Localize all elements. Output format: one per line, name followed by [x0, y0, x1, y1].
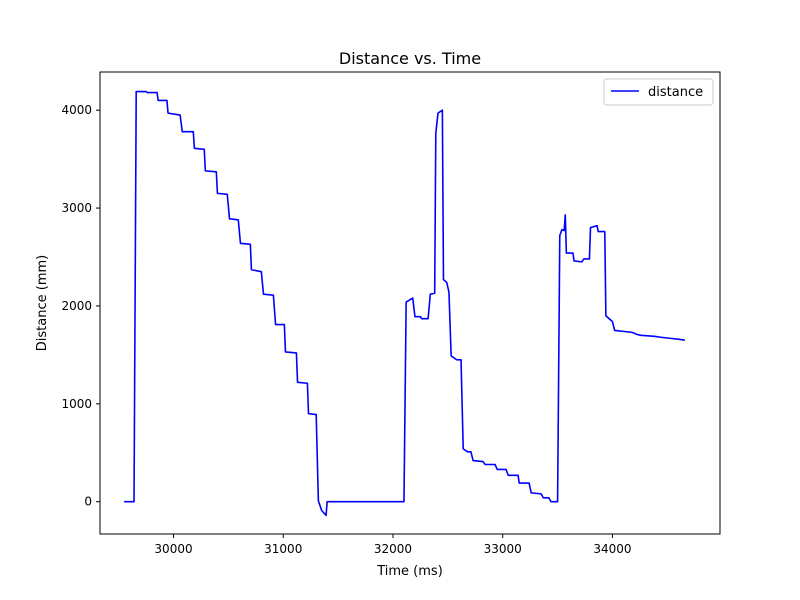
x-axis-label: Time (ms)	[376, 564, 443, 579]
y-tick-label: 3000	[61, 201, 92, 215]
legend-label-distance: distance	[648, 85, 703, 100]
x-tick-label: 34000	[593, 542, 631, 556]
y-tick-label: 0	[84, 495, 92, 509]
y-tick-label: 2000	[61, 299, 92, 313]
y-tick-label: 1000	[61, 397, 92, 411]
x-tick-label: 33000	[484, 542, 522, 556]
series-line-distance	[124, 90, 685, 517]
chart-title: Distance vs. Time	[339, 49, 481, 68]
legend-box	[603, 78, 714, 106]
y-axis-ticks: 0 1000 2000 3000 4000	[61, 103, 100, 509]
legend: distance	[603, 78, 714, 106]
y-axis-label: Distance (mm)	[35, 255, 50, 351]
plot-area	[100, 72, 720, 534]
x-axis-ticks: 30000 31000 32000 33000 34000	[154, 534, 632, 556]
x-tick-label: 32000	[374, 542, 412, 556]
x-tick-label: 31000	[264, 542, 302, 556]
y-tick-label: 4000	[61, 103, 92, 117]
x-tick-label: 30000	[154, 542, 192, 556]
plot-frame	[99, 71, 721, 535]
